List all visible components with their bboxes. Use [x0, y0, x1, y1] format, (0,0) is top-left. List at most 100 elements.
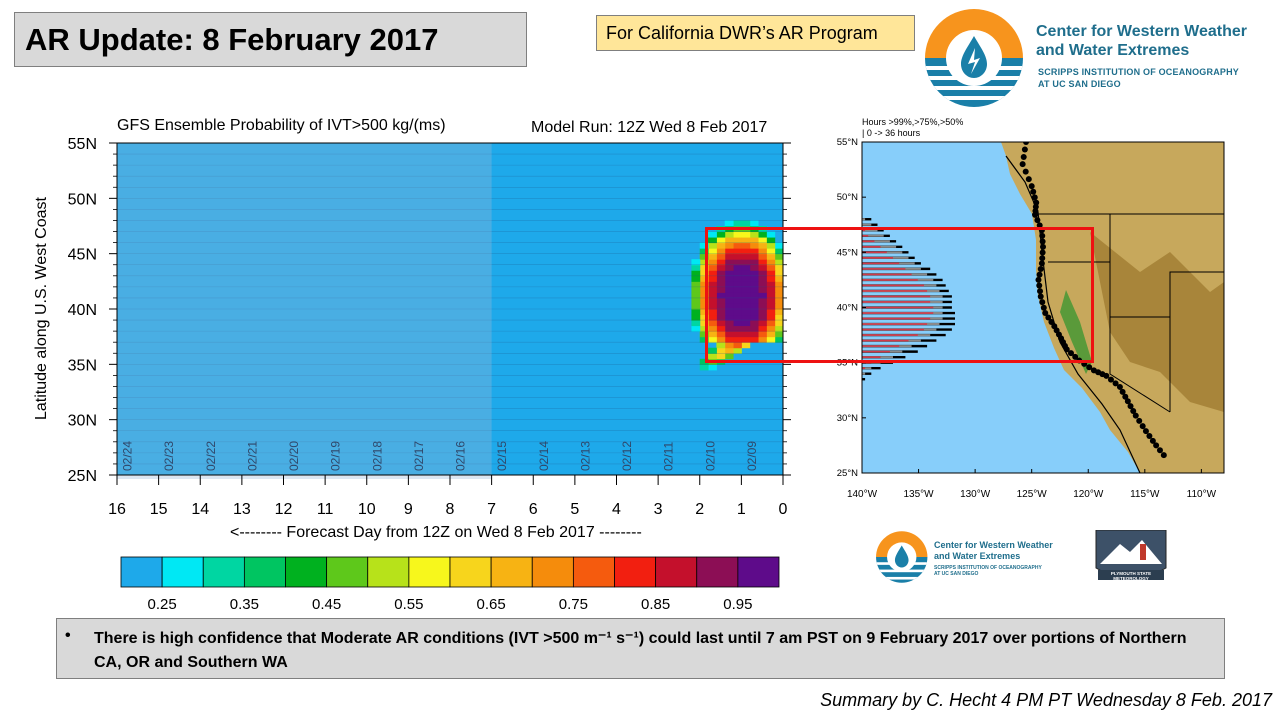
heatmap-cell: [774, 264, 784, 271]
date-label: 02/24: [121, 441, 135, 471]
heatmap-cell: [733, 297, 742, 304]
heatmap-cell: [708, 325, 717, 332]
heatmap-cell: [774, 275, 784, 282]
heatmap-cell: [708, 275, 717, 282]
heatmap-cell: [758, 297, 767, 304]
heatmap-cell: [766, 270, 776, 277]
map-ytick-label: 50°N: [837, 192, 858, 203]
heatmap-ytick-label: 35N: [68, 357, 97, 374]
heatmap-cell: [724, 270, 734, 277]
heatmap-cell: [749, 336, 759, 343]
heatmap-cell: [774, 259, 784, 266]
heatmap-cell: [716, 325, 726, 332]
coastal-point: [1142, 428, 1149, 435]
program-note: For California DWR’s AR Program: [606, 23, 878, 43]
heatmap-cell: [724, 353, 734, 360]
heatmap-cell: [741, 309, 751, 316]
heatmap-cell: [733, 347, 742, 354]
summary-bullet: •: [65, 627, 71, 644]
coastal-point: [1037, 265, 1044, 272]
ivt-probability-heatmap: 02/24 02/23 02/22 02/21 02/20 02/19 02/18 02/17…: [33, 117, 791, 541]
heatmap-cell: [699, 303, 709, 310]
cw3e-small-sub-line2: AT UC SAN DIEGO: [934, 571, 979, 577]
heatmap-cell: [741, 237, 751, 244]
heatmap-cell: [716, 253, 726, 260]
heatmap-cell: [708, 264, 717, 271]
heatmap-cell: [716, 336, 726, 343]
heatmap-cell: [724, 231, 734, 238]
heatmap-cell: [733, 325, 742, 332]
heatmap-cell: [749, 248, 759, 255]
heatmap-cell: [741, 303, 751, 310]
heatmap-cell: [766, 237, 776, 244]
heatmap-cell: [741, 220, 751, 227]
logo-sub-line2: AT UC SAN DIEGO: [1038, 79, 1121, 89]
coastal-point: [1146, 432, 1153, 439]
heatmap-cell: [766, 292, 776, 299]
cw3e-small-title-line1: Center for Western Weather: [934, 540, 1053, 550]
heatmap-cell: [749, 275, 759, 282]
coastal-point: [1023, 142, 1030, 145]
coastal-point: [1072, 353, 1079, 360]
colorbar-swatch: [161, 556, 204, 588]
heatmap-cell: [699, 325, 709, 332]
heatmap-cell: [716, 309, 726, 316]
colorbar-label: 0.65: [477, 596, 506, 613]
heatmap-cell: [691, 259, 701, 266]
heatmap-cell: [758, 281, 767, 288]
heatmap-cell: [758, 231, 767, 238]
heatmap-cell: [699, 259, 709, 266]
heatmap-cell: [716, 314, 726, 321]
heatmap-xtick-label: 7: [487, 501, 496, 518]
heatmap-cell: [766, 281, 776, 288]
date-label: 02/14: [537, 441, 551, 471]
heatmap-cell: [758, 237, 767, 244]
heatmap-xtick-label: 2: [695, 501, 704, 518]
heatmap-cell: [691, 286, 701, 293]
water-drop-logo-icon: [923, 8, 1026, 108]
heatmap-cell: [741, 281, 751, 288]
heatmap-cell: [774, 320, 784, 327]
heatmap-cell: [758, 325, 767, 332]
heatmap-xtick-label: 5: [570, 501, 579, 518]
heatmap-cell: [758, 253, 767, 260]
heatmap-ytick-label: 40N: [68, 302, 97, 319]
coastal-point: [1103, 372, 1110, 379]
heatmap-cell: [699, 281, 709, 288]
heatmap-xtick-label: 11: [317, 501, 334, 518]
heatmap-cells: [117, 143, 784, 475]
heatmap-cell: [708, 364, 717, 371]
heatmap-cell: [708, 353, 717, 360]
colorbar-label: 0.45: [312, 596, 341, 613]
heatmap-cell: [741, 297, 751, 304]
heatmap-cell: [749, 259, 759, 266]
colorbar-swatch: [531, 556, 574, 588]
heatmap-cell: [716, 297, 726, 304]
heatmap-cell: [733, 303, 742, 310]
heatmap-cell: [699, 264, 709, 271]
heatmap-cell: [691, 314, 701, 321]
heatmap-cell: [741, 275, 751, 282]
heatmap-cell: [749, 320, 759, 327]
heatmap-cell: [766, 259, 776, 266]
colorbar-label: 0.35: [230, 596, 259, 613]
map-xtick-label: 140°W: [847, 489, 878, 500]
heatmap-cell: [774, 325, 784, 332]
coastal-point: [1153, 442, 1160, 449]
date-label: 02/16: [454, 441, 468, 471]
heatmap-cell: [741, 342, 751, 349]
coastal-point: [1156, 447, 1163, 454]
heatmap-cell: [758, 242, 767, 249]
coastal-point: [1160, 452, 1167, 459]
heatmap-cell: [774, 253, 784, 260]
heatmap-cell: [749, 253, 759, 260]
heatmap-cell: [691, 270, 701, 277]
heatmap-cell: [699, 364, 709, 371]
heatmap-cell: [733, 270, 742, 277]
summary-credit: Summary by C. Hecht 4 PM PT Wednesday 8 …: [820, 690, 1272, 710]
state-borders: [1032, 213, 1224, 413]
colorbar-swatch: [572, 556, 615, 588]
heatmap-cell: [741, 292, 751, 299]
coastal-point: [1130, 408, 1137, 415]
coastal-point: [1035, 276, 1042, 283]
